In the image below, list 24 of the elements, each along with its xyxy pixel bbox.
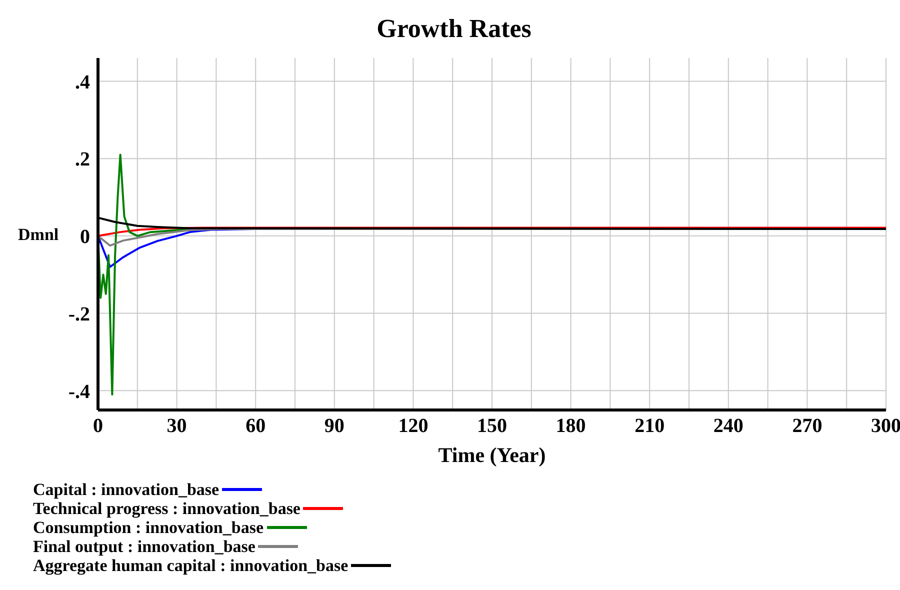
y-tick-label: 0: [80, 226, 90, 248]
x-tick-label: 120: [398, 415, 428, 438]
legend-label: Capital : innovation_base: [33, 480, 220, 500]
chart-title: Growth Rates: [376, 13, 532, 45]
y-tick-label: .4: [75, 71, 90, 94]
x-tick-label: 270: [792, 415, 822, 438]
y-tick-label: .2: [75, 148, 90, 171]
legend-label: Technical progress : innovation_base: [33, 498, 300, 518]
x-tick-label: 210: [634, 415, 665, 438]
x-tick-label: 300: [871, 415, 900, 438]
legend-label: Consumption : innovation_base: [33, 518, 264, 538]
y-axis-title: Dmnl: [18, 225, 59, 244]
x-tick-label: 180: [556, 415, 586, 438]
x-tick-label: 240: [713, 415, 744, 438]
line-series: [98, 226, 886, 237]
y-tick-label: -.4: [68, 380, 90, 403]
y-tick-label: -.2: [68, 303, 90, 326]
x-tick-label: 150: [477, 415, 507, 438]
x-tick-label: 30: [166, 415, 187, 438]
x-axis-title: Time (Year): [438, 443, 546, 467]
legend-label: Final output : innovation_base: [33, 536, 256, 556]
x-tick-label: 60: [246, 415, 266, 438]
legend-label: Aggregate human capital : innovation_base: [33, 556, 348, 576]
x-tick-label: 90: [324, 415, 344, 438]
